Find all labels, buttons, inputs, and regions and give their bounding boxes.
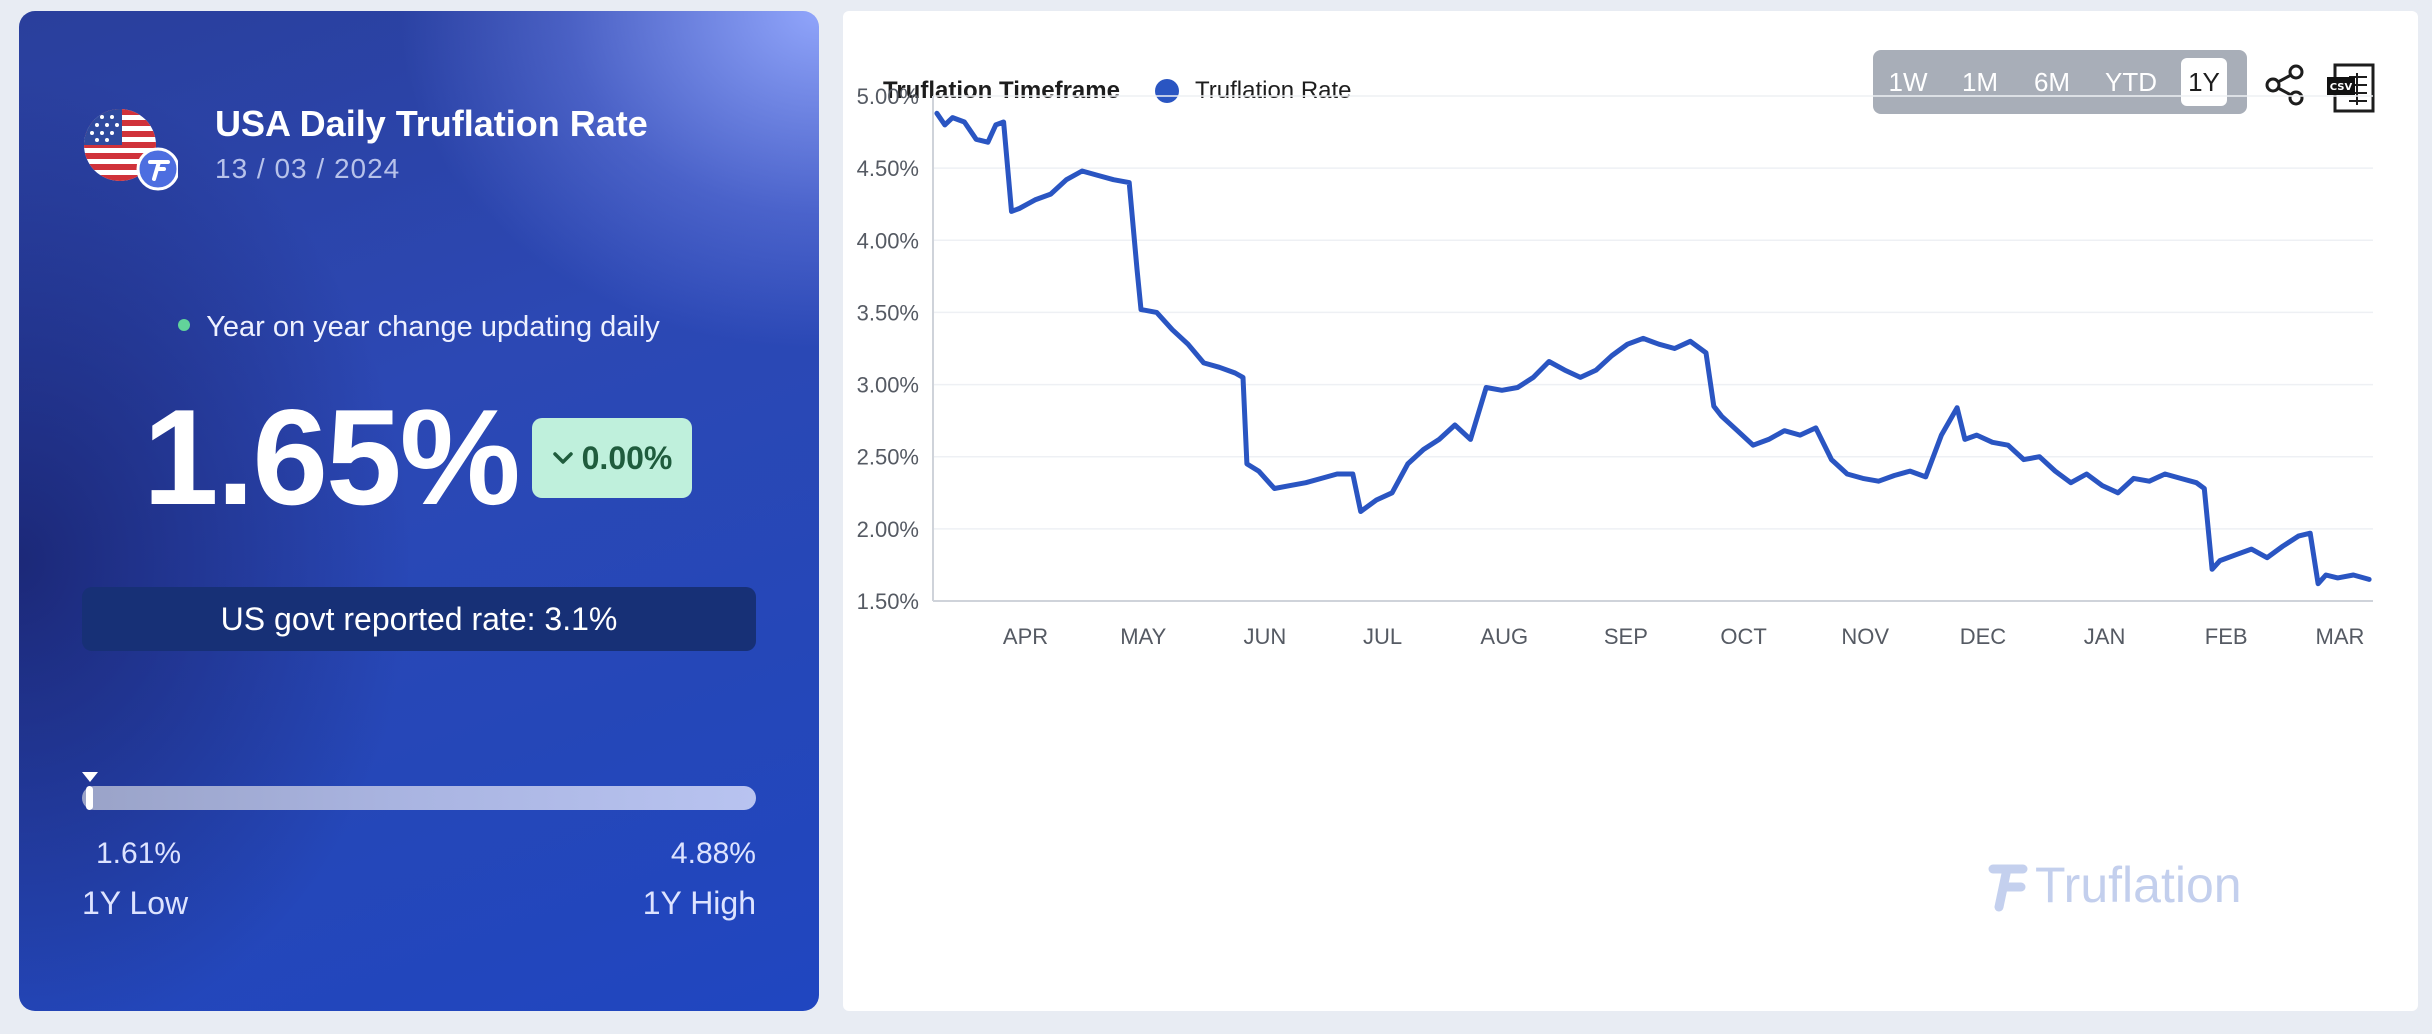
legend-title: Truflation Timeframe — [883, 77, 1120, 104]
x-tick-label: JUL — [1363, 624, 1402, 649]
y-tick-label: 3.50% — [857, 300, 919, 325]
share-button[interactable] — [2263, 63, 2307, 107]
y-tick-label: 2.50% — [857, 445, 919, 470]
x-tick-label: MAR — [2316, 624, 2365, 649]
csv-label: CSV — [2330, 82, 2353, 93]
x-tick-label: MAY — [1120, 624, 1166, 649]
legend-series-label[interactable]: Truflation Rate — [1195, 77, 1352, 104]
timeframe-1y-button[interactable]: 1Y — [2181, 58, 2227, 106]
y-tick-label: 4.50% — [857, 156, 919, 181]
x-tick-label: JAN — [2084, 624, 2126, 649]
range-marker-icon — [82, 772, 99, 782]
usa-flag-icon — [82, 107, 178, 191]
change-badge: 0.00% — [532, 418, 692, 498]
x-tick-label: JUN — [1244, 624, 1287, 649]
date-label: 13 / 03 / 2024 — [215, 153, 401, 184]
current-rate: 1.65% — [143, 381, 521, 533]
timeframe-ytd-button[interactable]: YTD — [2105, 66, 2157, 97]
page-title: USA Daily Truflation Rate — [215, 103, 648, 144]
y-tick-label: 4.00% — [857, 228, 919, 253]
status-line: Year on year change updating daily — [19, 311, 819, 344]
govt-rate-banner: US govt reported rate: 3.1% — [82, 587, 756, 651]
y-tick-label: 1.50% — [857, 589, 919, 614]
x-tick-label: OCT — [1720, 624, 1766, 649]
y-tick-label: 2.00% — [857, 517, 919, 542]
high-value: 4.88% — [670, 837, 756, 870]
y-tick-label: 3.00% — [857, 373, 919, 398]
change-value: 0.00% — [581, 439, 673, 476]
x-tick-label: AUG — [1480, 624, 1528, 649]
csv-file-icon: CSV — [2327, 63, 2375, 113]
range-thumb — [86, 786, 94, 810]
x-tick-label: SEP — [1604, 624, 1648, 649]
summary-card: USA Daily Truflation Rate 13 / 03 / 2024… — [19, 11, 819, 1011]
low-label: 1Y Low — [82, 885, 189, 921]
timeframe-selector: 1W 1M 6M YTD 1Y — [1873, 50, 2247, 114]
x-tick-label: NOV — [1841, 624, 1889, 649]
x-tick-label: DEC — [1960, 624, 2007, 649]
chevron-down-icon — [552, 452, 573, 464]
high-label: 1Y High — [642, 885, 756, 921]
csv-download-button[interactable]: CSV — [2325, 63, 2377, 113]
status-text: Year on year change updating daily — [206, 311, 660, 343]
watermark-text: Truflation — [2035, 857, 2242, 913]
series-line-truflation-rate — [934, 110, 2372, 587]
x-tick-label: APR — [1003, 624, 1048, 649]
truflation-line-chart: 1.50% 2.00% 2.50% 3.00% 3.50% 4.00% 4.50% 5.00%… — [857, 84, 2373, 913]
legend-series-dot[interactable] — [1155, 79, 1179, 103]
low-value: 1.61% — [96, 837, 182, 870]
timeframe-1w-button[interactable]: 1W — [1888, 66, 1928, 97]
live-dot-icon — [178, 319, 191, 332]
share-icon — [2265, 64, 2304, 106]
range-track — [82, 786, 756, 810]
y-tick-label: 5.00% — [857, 84, 919, 109]
chart-card: Truflation Timeframe Truflation Rate 1W … — [843, 11, 2418, 1011]
timeframe-1m-button[interactable]: 1M — [1961, 66, 1999, 97]
x-tick-label: FEB — [2205, 624, 2248, 649]
truflation-watermark: Truflation — [1988, 857, 2242, 913]
timeframe-6m-button[interactable]: 6M — [2033, 66, 2071, 97]
